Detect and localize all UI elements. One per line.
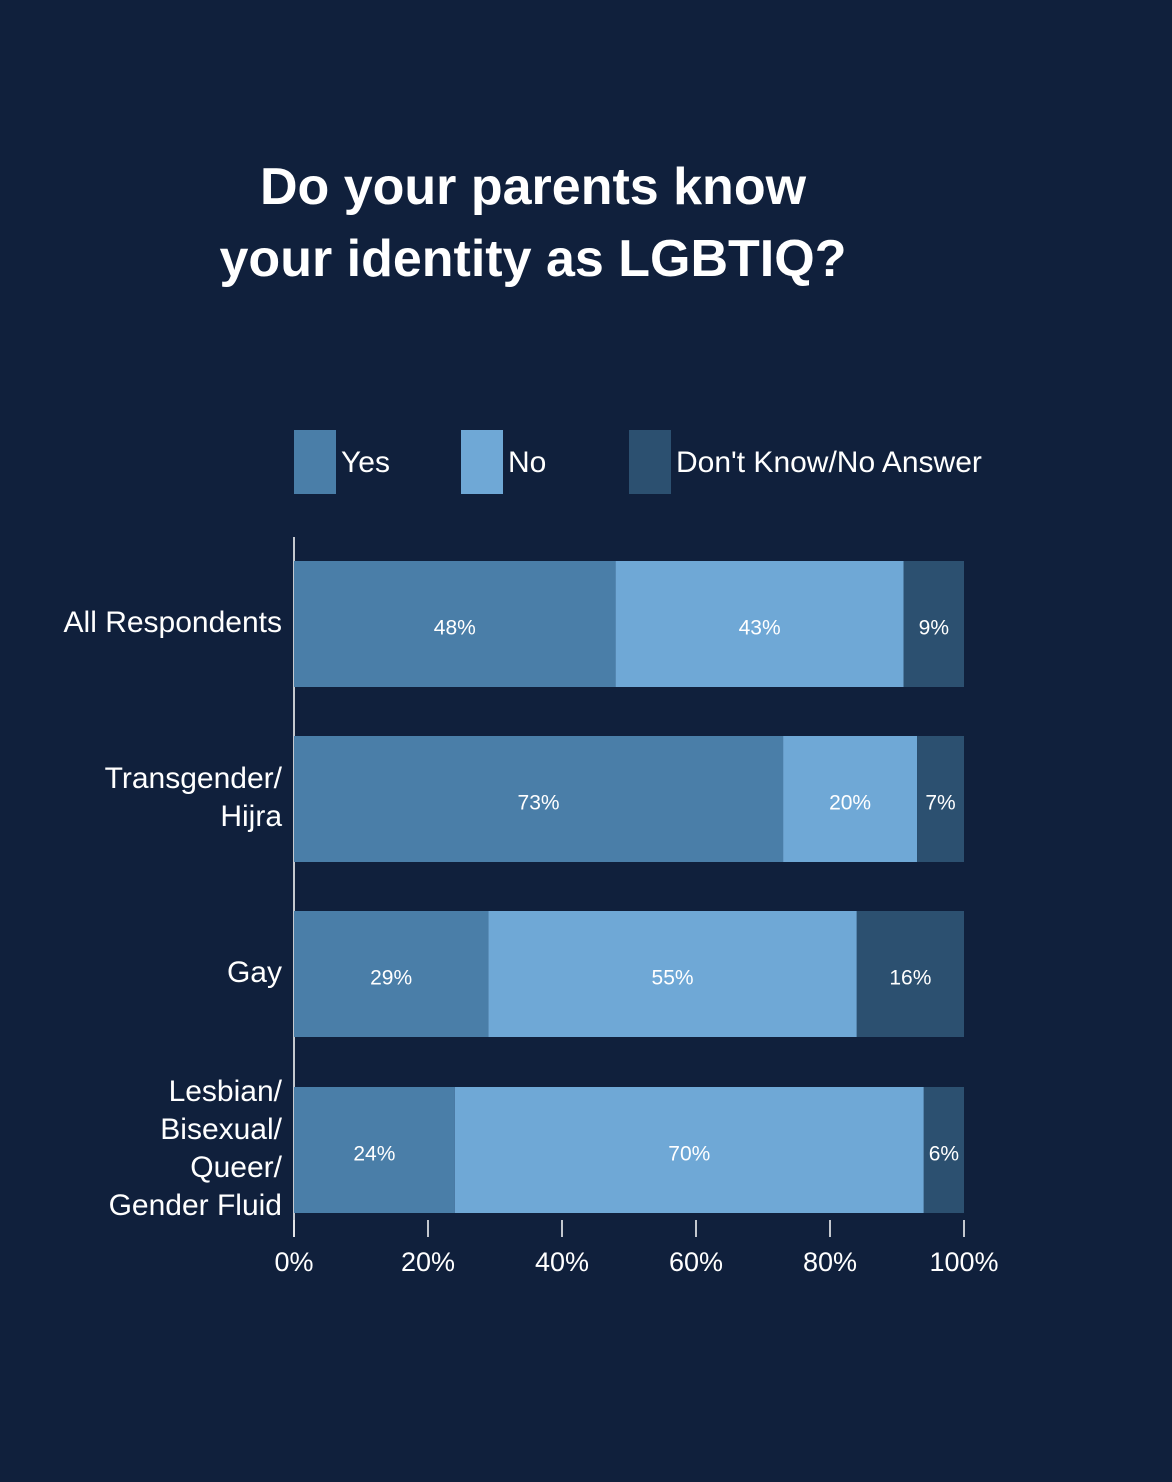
value-label: 24% (353, 1143, 395, 1166)
bar-segment (917, 736, 964, 862)
y-tick-label: Lesbian/Bisexual/Queer/Gender Fluid (109, 1075, 283, 1222)
value-label: 7% (925, 792, 955, 815)
y-tick-label: All Respondents (64, 606, 282, 639)
chart-title: Do your parents know your identity as LGB… (220, 158, 847, 288)
bar-segment (856, 911, 964, 1037)
bar-segment (294, 911, 489, 1037)
value-label: 48% (434, 617, 476, 640)
bar-segment (294, 561, 616, 687)
value-label: 70% (668, 1143, 710, 1166)
bar-segment (294, 1087, 455, 1213)
legend-label: Don't Know/No Answer (676, 446, 982, 479)
legend-label: No (508, 446, 546, 479)
value-label: 9% (919, 617, 949, 640)
value-label: 6% (929, 1143, 959, 1166)
legend-label: Yes (341, 446, 390, 479)
bar-segment (488, 911, 857, 1037)
x-tick-label: 80% (803, 1247, 857, 1277)
y-tick-label: Transgender/Hijra (105, 762, 283, 833)
x-tick-label: 60% (669, 1247, 723, 1277)
legend-swatch (461, 430, 503, 494)
value-label: 73% (518, 792, 560, 815)
value-label: 43% (739, 617, 781, 640)
value-label: 16% (889, 967, 931, 990)
bar-segment (454, 1087, 924, 1213)
x-tick-label: 100% (929, 1247, 998, 1277)
value-label: 29% (370, 967, 412, 990)
x-tick-label: 0% (274, 1247, 313, 1277)
y-tick-label: Gay (227, 956, 282, 989)
x-tick-label: 40% (535, 1247, 589, 1277)
value-label: 55% (652, 967, 694, 990)
legend-swatch (294, 430, 336, 494)
bar-segment (615, 561, 904, 687)
value-label: 20% (829, 792, 871, 815)
legend-swatch (629, 430, 671, 494)
x-tick-label: 20% (401, 1247, 455, 1277)
bar-segment (923, 1087, 964, 1213)
bar-segment (903, 561, 964, 687)
bar-segment (294, 736, 784, 862)
bar-segment (783, 736, 918, 862)
